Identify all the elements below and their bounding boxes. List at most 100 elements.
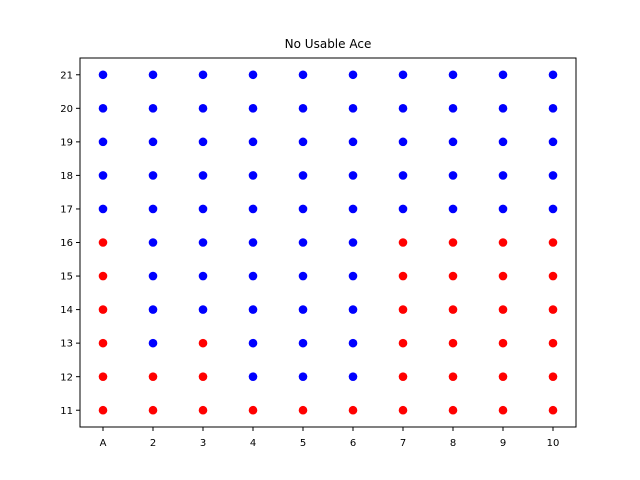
data-point (148, 338, 158, 348)
data-point (548, 238, 558, 247)
data-point (448, 238, 458, 247)
data-point (398, 338, 408, 348)
data-point (148, 372, 158, 381)
data-point (248, 271, 258, 281)
axes: A 2 3 4 5 6 7 8 9 10 11 12 13 14 15 16 17 18 19 20 21 (60, 57, 577, 449)
data-point (548, 137, 558, 147)
data-point (248, 204, 258, 214)
data-point (348, 271, 358, 281)
data-point (298, 171, 308, 180)
data-point (298, 271, 308, 281)
data-point (98, 204, 108, 214)
data-point (248, 104, 258, 113)
data-point (98, 171, 108, 180)
data-point (298, 137, 308, 147)
data-point (348, 70, 358, 80)
data-point (198, 238, 208, 247)
data-point (148, 171, 158, 180)
x-tick-label: 6 (350, 438, 356, 449)
data-point (348, 305, 358, 314)
x-tick-label: 2 (150, 438, 156, 449)
data-point (248, 405, 258, 415)
data-point (498, 271, 508, 281)
data-point (248, 338, 258, 348)
data-point (548, 171, 558, 180)
data-point (198, 70, 208, 80)
data-point (148, 137, 158, 147)
data-point (198, 405, 208, 415)
data-point (248, 137, 258, 147)
data-point (498, 204, 508, 214)
data-point (348, 338, 358, 348)
data-point (548, 70, 558, 80)
data-point (548, 338, 558, 348)
data-point (148, 271, 158, 281)
data-point (148, 305, 158, 314)
data-point (548, 372, 558, 381)
data-point (298, 204, 308, 214)
x-tick-label: 7 (400, 438, 406, 449)
y-tick-label: 21 (60, 70, 73, 81)
data-point (148, 405, 158, 415)
data-point (298, 338, 308, 348)
data-point (148, 70, 158, 80)
y-tick-label: 16 (60, 238, 73, 249)
y-tick-label: 19 (60, 137, 73, 148)
data-point (248, 238, 258, 247)
data-point (248, 70, 258, 80)
data-point (148, 238, 158, 247)
data-point (548, 305, 558, 314)
data-point (298, 305, 308, 314)
data-point (98, 338, 108, 348)
data-point (348, 137, 358, 147)
data-point (348, 238, 358, 247)
x-tick-label: 8 (450, 438, 456, 449)
data-point (498, 405, 508, 415)
data-point (298, 372, 308, 381)
data-point (398, 405, 408, 415)
data-point (548, 405, 558, 415)
data-point (98, 372, 108, 381)
data-point (98, 405, 108, 415)
data-point (448, 70, 458, 80)
data-point (498, 238, 508, 247)
y-tick-label: 20 (60, 104, 73, 115)
data-point (298, 70, 308, 80)
data-point (498, 104, 508, 113)
data-point (448, 372, 458, 381)
data-point (248, 171, 258, 180)
data-point (198, 372, 208, 381)
y-tick-label: 11 (60, 406, 73, 417)
y-tick-label: 14 (60, 305, 73, 316)
chart-title: No Usable Ace (285, 37, 372, 51)
data-point (98, 238, 108, 247)
data-point (448, 305, 458, 314)
y-tick-label: 15 (60, 272, 73, 283)
data-point (448, 204, 458, 214)
data-point (248, 372, 258, 381)
data-point (498, 171, 508, 180)
data-point (448, 271, 458, 281)
data-point (298, 238, 308, 247)
data-point (148, 204, 158, 214)
data-point (348, 171, 358, 180)
x-tick-label: 9 (500, 438, 506, 449)
data-point (498, 305, 508, 314)
data-point (498, 137, 508, 147)
y-tick-label: 17 (60, 205, 73, 216)
data-point (398, 238, 408, 247)
x-tick-label: A (100, 438, 107, 449)
data-point (448, 137, 458, 147)
data-point (98, 305, 108, 314)
data-point (548, 104, 558, 113)
plot-marks (98, 70, 558, 415)
data-point (398, 305, 408, 314)
data-point (398, 70, 408, 80)
y-tick-label: 12 (60, 372, 73, 383)
data-point (398, 271, 408, 281)
data-point (448, 104, 458, 113)
data-point (348, 372, 358, 381)
data-point (98, 137, 108, 147)
